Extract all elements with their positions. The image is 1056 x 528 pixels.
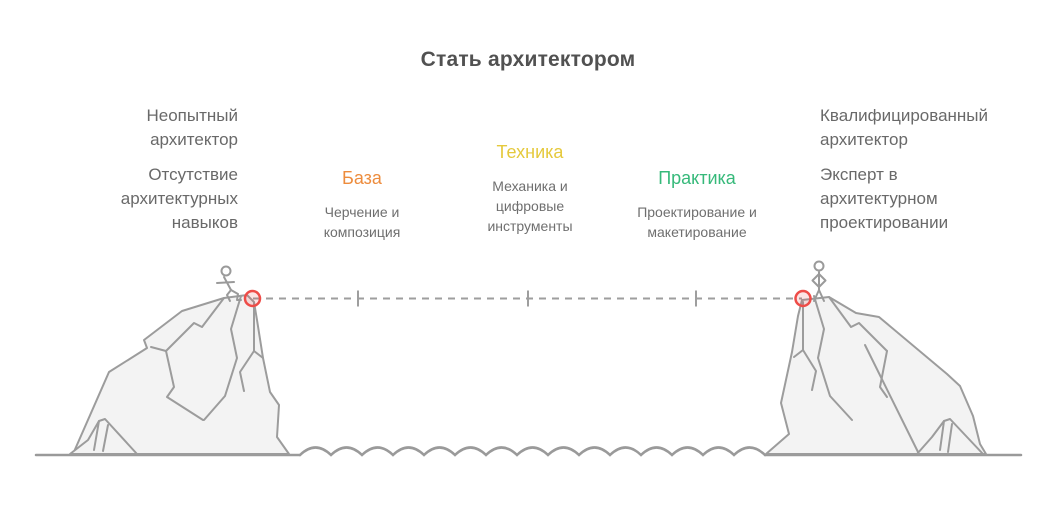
phase-block-practice: Практика Проектирование и макетирование [637,166,757,242]
phase-practice-description: Проектирование и макетирование [637,202,757,242]
text-line: Отсутствие [148,165,238,184]
right-climber-figure [811,260,827,302]
start-point-marker [243,289,262,308]
text-line: Эксперт в [820,165,898,184]
phase-technique-label: Техника [496,142,564,162]
water-waves-line [298,446,767,457]
progress-ticks [357,290,697,307]
text-line: архитектурных [120,189,238,208]
right-mountain [765,295,987,455]
left-mountain [72,294,290,455]
left-profile-text: Неопытный архитектор Отсутствие архитект… [18,104,238,235]
end-point-marker [794,289,812,308]
left-profile-name: Неопытный архитектор [18,104,239,152]
page-title: Стать архитектором [420,48,636,71]
text-line: архитектурном [820,189,938,208]
text-line: цифровые [495,198,565,214]
text-line: Неопытный [146,106,239,125]
phase-technique-description: Механика и цифровые инструменты [487,176,572,236]
text-line: Квалифицированный [820,106,989,125]
right-profile-name: Квалифицированный архитектор [820,104,1040,152]
text-line: архитектор [820,130,908,149]
text-line: Проектирование и [637,204,757,220]
phase-block-technique: Техника Механика и цифровые инструменты [487,140,572,236]
right-profile-text: Квалифицированный архитектор Эксперт в а… [820,104,1040,235]
text-line: композиция [323,224,401,240]
text-line: навыков [171,213,238,232]
left-climber-figure [216,265,242,302]
left-profile-description: Отсутствие архитектурных навыков [18,163,238,235]
phase-block-base: База Черчение и композиция [324,166,401,242]
phase-base-description: Черчение и композиция [324,202,401,242]
right-small-rock [916,418,984,455]
phase-base-label: База [342,168,382,188]
text-line: архитектор [150,130,238,149]
left-small-rock [69,418,138,455]
phase-practice-label: Практика [658,168,736,188]
text-line: макетирование [647,224,747,240]
text-line: Механика и [492,178,568,194]
text-line: Черчение и [324,204,400,220]
text-line: проектировании [820,213,949,232]
text-line: инструменты [487,218,573,234]
right-profile-description: Эксперт в архитектурном проектировании [820,163,1040,235]
